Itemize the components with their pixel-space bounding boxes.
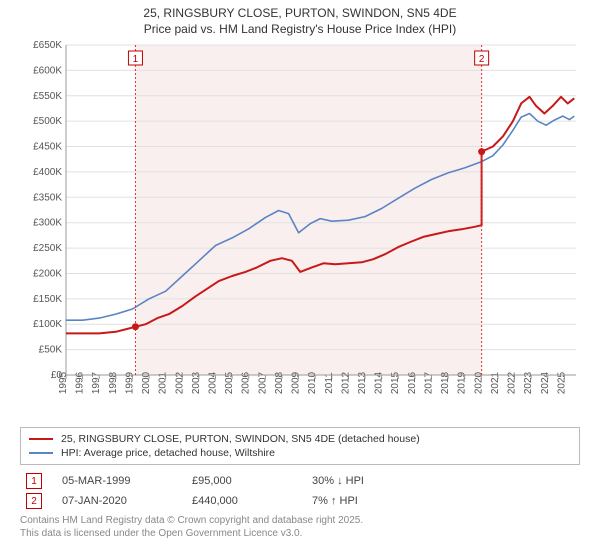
- svg-text:£100K: £100K: [33, 319, 62, 330]
- svg-text:2: 2: [479, 54, 485, 65]
- svg-text:£300K: £300K: [33, 218, 62, 229]
- svg-text:£350K: £350K: [33, 192, 62, 203]
- attribution-line1: Contains HM Land Registry data © Crown c…: [20, 515, 363, 526]
- chart-svg: £0£50K£100K£150K£200K£250K£300K£350K£400…: [20, 41, 580, 421]
- svg-text:£200K: £200K: [33, 269, 62, 280]
- tx-date: 07-JAN-2020: [62, 495, 172, 507]
- attribution-text: Contains HM Land Registry data © Crown c…: [20, 515, 580, 540]
- svg-text:£500K: £500K: [33, 116, 62, 127]
- svg-text:£600K: £600K: [33, 66, 62, 77]
- svg-text:£400K: £400K: [33, 167, 62, 178]
- legend-item-price-paid: 25, RINGSBURY CLOSE, PURTON, SWINDON, SN…: [29, 432, 571, 446]
- tx-delta: 30% ↓ HPI: [312, 475, 364, 487]
- tx-marker-2: 2: [26, 493, 42, 509]
- transactions-table: 1 05-MAR-1999 £95,000 30% ↓ HPI 2 07-JAN…: [20, 471, 580, 511]
- table-row: 2 07-JAN-2020 £440,000 7% ↑ HPI: [20, 491, 580, 511]
- table-row: 1 05-MAR-1999 £95,000 30% ↓ HPI: [20, 471, 580, 491]
- svg-text:£550K: £550K: [33, 91, 62, 102]
- svg-text:£50K: £50K: [39, 345, 63, 356]
- svg-text:£250K: £250K: [33, 243, 62, 254]
- svg-text:£450K: £450K: [33, 142, 62, 153]
- legend-label-price-paid: 25, RINGSBURY CLOSE, PURTON, SWINDON, SN…: [61, 433, 420, 445]
- tx-price: £440,000: [192, 495, 292, 507]
- chart-title: 25, RINGSBURY CLOSE, PURTON, SWINDON, SN…: [10, 6, 590, 37]
- legend-swatch-hpi: [29, 452, 53, 454]
- svg-text:£150K: £150K: [33, 294, 62, 305]
- svg-text:£650K: £650K: [33, 41, 62, 51]
- tx-date: 05-MAR-1999: [62, 475, 172, 487]
- legend-item-hpi: HPI: Average price, detached house, Wilt…: [29, 446, 571, 460]
- legend: 25, RINGSBURY CLOSE, PURTON, SWINDON, SN…: [20, 427, 580, 465]
- tx-marker-1: 1: [26, 473, 42, 489]
- svg-text:1: 1: [133, 54, 139, 65]
- price-chart: £0£50K£100K£150K£200K£250K£300K£350K£400…: [20, 41, 580, 421]
- legend-label-hpi: HPI: Average price, detached house, Wilt…: [61, 447, 275, 459]
- title-line1: 25, RINGSBURY CLOSE, PURTON, SWINDON, SN…: [143, 6, 456, 20]
- tx-delta: 7% ↑ HPI: [312, 495, 358, 507]
- tx-price: £95,000: [192, 475, 292, 487]
- legend-swatch-price-paid: [29, 438, 53, 440]
- title-line2: Price paid vs. HM Land Registry's House …: [144, 22, 456, 36]
- attribution-line2: This data is licensed under the Open Gov…: [20, 528, 302, 539]
